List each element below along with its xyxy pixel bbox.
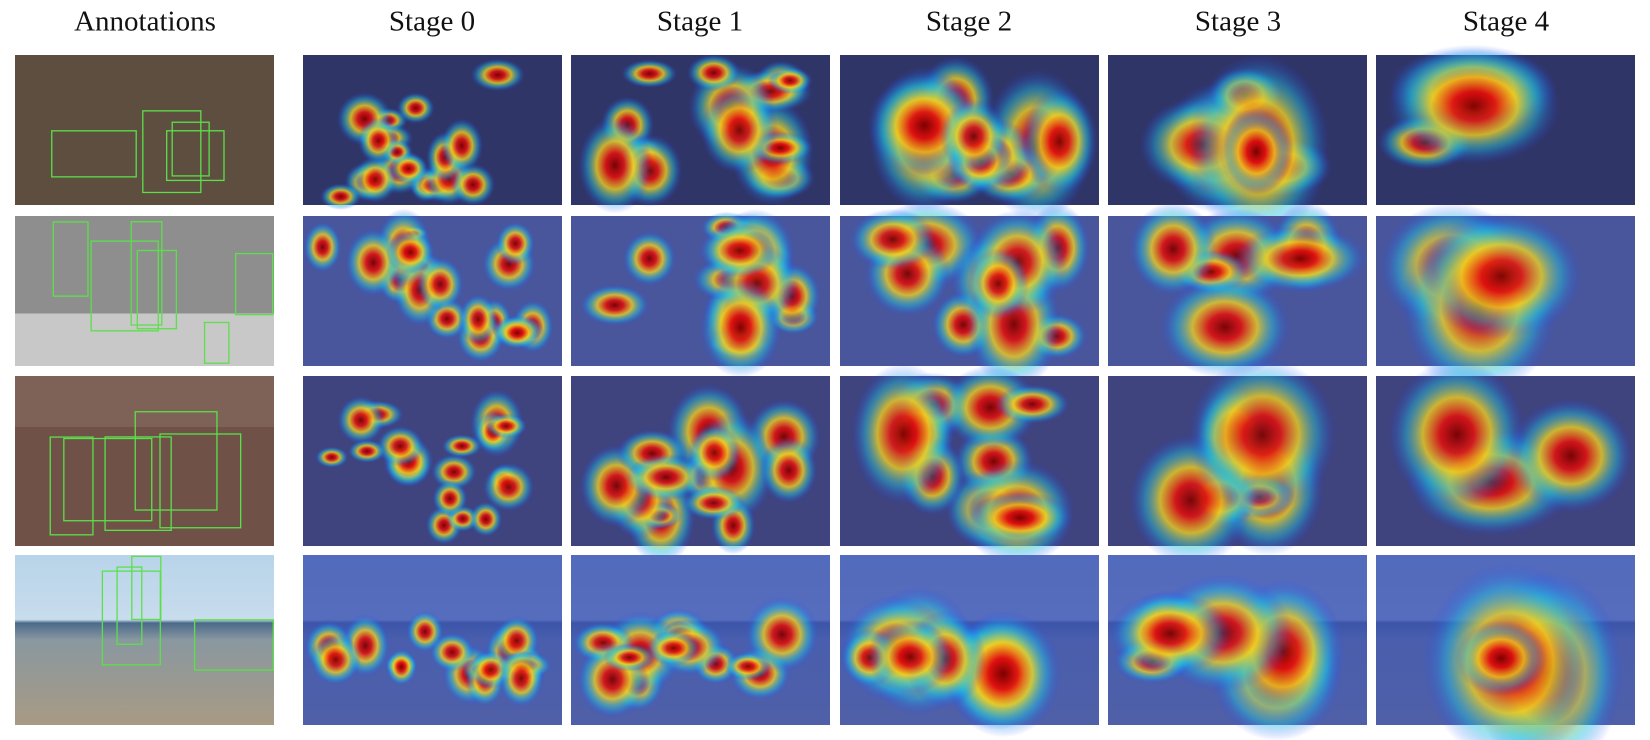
activation-blob [698,223,781,279]
bounding-box [49,436,94,536]
activation-blob [1219,107,1294,196]
bounding-box [136,249,178,330]
activation-blob [385,648,418,686]
bounding-box [171,121,210,177]
activation-blob [430,453,477,490]
activation-blob [602,643,656,672]
activation-blob [470,58,526,92]
column-header: Stage 1 [657,6,743,38]
annotation-image [15,555,274,725]
activation-blob [622,231,677,287]
activation-blob [352,155,398,204]
activation-blob [432,479,468,518]
activation-blob [686,54,741,92]
activation-blob [1108,591,1233,676]
bounding-box [142,110,202,194]
bounding-box [234,252,274,316]
activation-blob [1508,398,1633,513]
activation-blob [745,596,819,673]
activation-blob [1387,47,1561,165]
bounding-box [130,221,163,326]
activation-blob [303,221,342,273]
bounding-box [159,433,242,529]
bounding-box [116,566,143,645]
annotation-image [15,55,274,205]
column-header: Stage 0 [389,6,475,38]
bounding-box [193,619,274,671]
activation-blob [866,619,955,694]
activation-blob [429,632,475,672]
activation-blob [941,365,1039,450]
activation-blob [767,67,813,95]
bounding-box [63,437,153,522]
ground [15,313,274,366]
activation-blob [495,221,536,266]
activation-blob [939,99,1008,174]
activation-blob [385,230,436,275]
activation-blob [968,491,1072,545]
activation-blob [851,363,956,505]
activation-blob [700,85,779,174]
activation-blob [388,152,429,185]
activation-blob [357,117,399,164]
activation-blob [1388,359,1526,510]
activation-blob [645,630,701,666]
activation-blob [1021,88,1098,195]
activation-blob [469,501,503,537]
activation-blob [577,116,653,214]
activation-blob [347,439,387,463]
activation-blob [625,453,707,501]
activation-blob [396,92,435,124]
activation-blob [1159,275,1291,379]
bounding-box [90,240,159,332]
bounding-box [101,570,161,666]
activation-blob [699,278,782,378]
activation-blob [376,425,425,467]
activation-blob [682,485,746,521]
activation-blob [849,208,937,270]
activation-blob [482,462,535,512]
bounding-box [104,436,172,532]
activation-blob [450,163,496,206]
activation-blob [498,649,544,708]
bounding-box [134,411,218,511]
activation-blob [494,316,541,350]
activation-blob [337,395,385,445]
activation-blob [621,59,678,88]
bounding-box [166,130,225,182]
column-header: Stage 3 [1195,6,1281,38]
activation-blob [440,118,484,174]
wall [15,427,274,546]
activation-blob [441,434,483,458]
activation-blob [484,413,528,439]
activation-blob [458,293,499,346]
bounding-box [203,321,230,364]
activation-blob [319,183,362,210]
bounding-box [52,221,89,297]
activation-blob [579,284,650,326]
activation-blob [416,257,464,312]
activation-blob [1188,356,1337,514]
activation-blob [1129,202,1217,296]
bounding-box [51,130,137,178]
column-header: Stage 2 [926,6,1012,38]
column-header: Stage 4 [1463,6,1550,38]
activation-blob [310,633,362,686]
activation-blob [1233,224,1367,293]
activation-blob [1421,212,1582,340]
activation-blob [314,446,349,468]
activation-blob [967,247,1030,320]
activation-blob [1454,620,1548,697]
column-header: Annotations [74,6,216,38]
activation-blob [760,436,818,504]
activation-blob [994,384,1070,424]
